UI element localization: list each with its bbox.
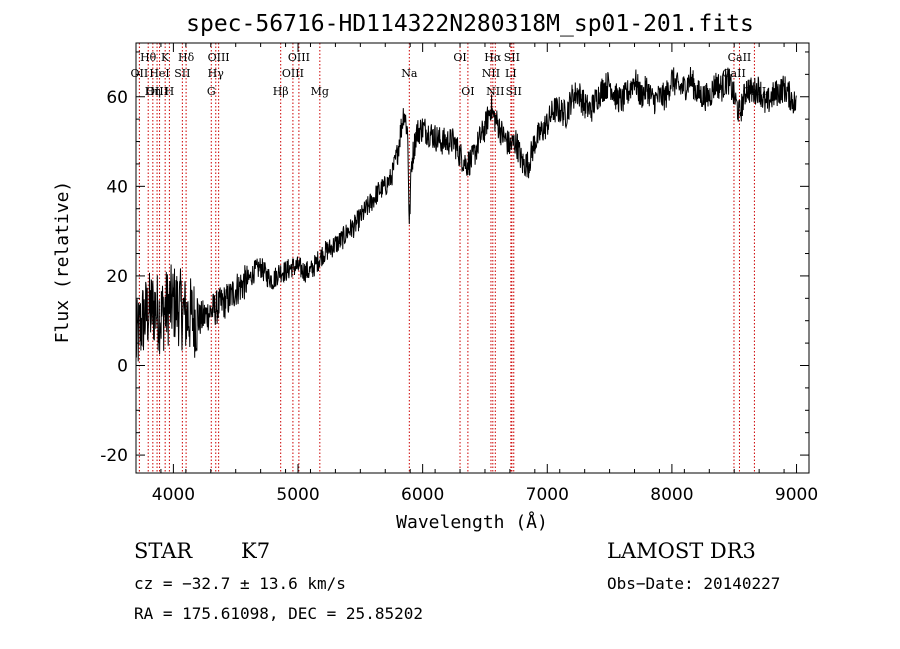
spectral-line-label: OIII [288,51,310,64]
x-axis-label: Wavelength (Å) [396,511,548,533]
spectral-line-markers [138,43,755,473]
obs-date-text: Obs−Date: 20140227 [607,574,780,593]
spectral-line-label: NII [486,85,504,98]
object-class: STAR [134,539,193,563]
x-tick-label: 4000 [152,485,195,505]
survey-name: LAMOST DR3 [607,539,756,563]
spectral-line-label: SII [174,67,190,80]
spectral-line-label: Hα [484,51,502,64]
object-subclass: K7 [241,539,270,563]
spectral-line-label: OIII [208,51,230,64]
spectral-line-label: Na [401,67,418,80]
plot-frame [135,42,810,474]
y-tick-label: 20 [106,267,128,287]
spectral-line-label: K [161,51,170,64]
spectral-line-label: SII [506,85,522,98]
spectral-line-label: Hγ [208,67,225,80]
x-axis-ticks: 4000 5000 6000 7000 8000 9000 [135,43,818,505]
x-tick-label: 6000 [401,485,444,505]
y-tick-label: 40 [106,177,128,197]
spectral-line-label: Hη [145,85,161,98]
spectral-line-labels: Hθ OII OIII K HeI Hη H Hδ SII OIII Hγ G OIII OIII Hβ Mg… [131,51,767,98]
redshift-text: cz = −32.7 ± 13.6 km/s [134,574,346,593]
spectral-line-label: Hβ [273,85,289,98]
spectral-line-label: H [165,85,175,98]
spectral-line-label: LI [505,67,517,80]
spectral-line-label: Hδ [178,51,195,64]
spectral-line-label: G [207,85,216,98]
y-tick-label: -20 [100,446,128,466]
coordinates-text: RA = 175.61098, DEC = 25.85202 [134,604,423,623]
spectral-line-label: OI [453,51,466,64]
y-axis-ticks: -20 0 20 40 60 [100,51,809,466]
x-tick-label: 5000 [276,485,319,505]
spectral-line-label: Hθ [140,51,157,64]
y-axis-label: Flux (relative) [52,181,73,344]
spectral-line-label: OI [461,85,474,98]
x-tick-label: 8000 [650,485,693,505]
spectral-line-label: SII [504,51,520,64]
spectral-line-label: OIII [282,67,304,80]
spectral-line-label: OII [131,67,149,80]
spectral-line-label: Mg [311,85,329,98]
spectral-line-label: OIII [146,85,168,98]
spectral-line-label: HeI [149,67,169,80]
spectral-line-label: CaII [728,51,752,64]
chart-title: spec-56716-HD114322N280318M_sp01-201.fit… [186,11,754,37]
x-tick-label: 9000 [775,485,818,505]
y-tick-label: 0 [117,357,128,377]
x-tick-label: 7000 [526,485,569,505]
spectral-line-label: NII [482,67,500,80]
spectrum-trace-group [135,66,797,362]
spectrum-trace [135,66,797,362]
y-tick-label: 60 [106,88,128,108]
